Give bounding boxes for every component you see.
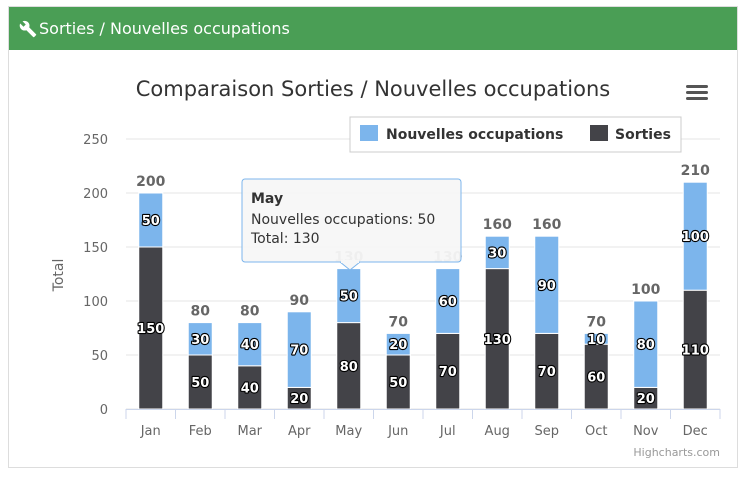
total-label: 80 — [191, 304, 211, 320]
data-label-sorties: 20 — [637, 392, 655, 407]
data-label-sorties: 50 — [389, 376, 407, 391]
total-label: 100 — [631, 282, 660, 298]
x-tick-label: Aug — [485, 424, 510, 439]
total-label: 70 — [587, 314, 607, 330]
bar-nouvelles-occupations[interactable] — [336, 268, 362, 324]
bar-sorties[interactable] — [682, 289, 708, 410]
data-label-nouvelles-occupations: 20 — [389, 338, 407, 353]
chart-panel: Sorties / Nouvelles occupations — [8, 6, 738, 468]
total-label: 80 — [240, 304, 260, 320]
x-tick-label: Jun — [387, 424, 408, 439]
y-tick-label: 50 — [91, 349, 108, 364]
chart-title: Comparaison Sorties / Nouvelles occupati… — [136, 77, 610, 101]
data-label-nouvelles-occupations: 30 — [488, 246, 506, 261]
y-tick-label: 0 — [100, 403, 108, 418]
data-label-sorties: 110 — [682, 344, 709, 359]
y-tick-label: 200 — [83, 187, 108, 202]
x-tick-label: Feb — [189, 424, 212, 439]
bar-nouvelles-occupations[interactable] — [286, 311, 312, 388]
data-label-sorties: 50 — [191, 376, 209, 391]
data-label-nouvelles-occupations: 40 — [241, 338, 259, 353]
bar-nouvelles-occupations[interactable] — [237, 322, 263, 367]
x-tick-label: Sep — [534, 424, 559, 439]
data-label-nouvelles-occupations: 100 — [682, 230, 709, 245]
bar-nouvelles-occupations[interactable] — [633, 300, 659, 388]
bar-nouvelles-occupations[interactable] — [138, 192, 164, 248]
bar-nouvelles-occupations[interactable] — [187, 322, 213, 356]
data-labels: 150 50 200 50 30 80 40 40 80 20 70 90 80 50 130 50 20 70 7… — [136, 163, 710, 408]
bar-sorties[interactable] — [336, 322, 362, 410]
total-label: 160 — [532, 217, 561, 233]
data-label-sorties: 40 — [241, 381, 259, 396]
tooltip: May Nouvelles occupations: 50 Total: 130 — [241, 178, 462, 271]
y-tick-label: 150 — [83, 241, 108, 256]
data-label-sorties: 70 — [538, 365, 556, 380]
data-label-sorties: 20 — [290, 392, 308, 407]
total-label: 70 — [389, 314, 409, 330]
data-label-nouvelles-occupations: 90 — [538, 279, 556, 294]
hamburger-menu-icon[interactable] — [684, 82, 708, 104]
bar-nouvelles-occupations[interactable] — [435, 268, 461, 334]
tooltip-category: May — [251, 191, 283, 207]
panel-title: Sorties / Nouvelles occupations — [39, 19, 290, 38]
data-label-nouvelles-occupations: 50 — [142, 214, 160, 229]
data-label-nouvelles-occupations: 10 — [587, 333, 605, 348]
y-tick-label: 100 — [83, 295, 108, 310]
x-tick-label: Nov — [633, 424, 659, 439]
bars — [138, 181, 708, 410]
wrench-icon — [19, 20, 37, 38]
bar-nouvelles-occupations[interactable] — [583, 332, 609, 345]
credits-link[interactable]: Highcharts.com — [633, 446, 720, 459]
x-tick-label: Jul — [439, 424, 456, 439]
data-label-nouvelles-occupations: 60 — [439, 295, 457, 310]
bar-nouvelles-occupations[interactable] — [385, 332, 411, 356]
y-axis-ticks: 0 50 100 150 200 250 — [83, 133, 108, 418]
bar-nouvelles-occupations[interactable] — [682, 181, 708, 291]
bar-sorties[interactable] — [534, 332, 560, 410]
data-label-sorties: 150 — [137, 322, 164, 337]
tooltip-line-series: Nouvelles occupations: 50 — [251, 212, 435, 228]
total-label: 90 — [290, 293, 310, 309]
data-label-nouvelles-occupations: 80 — [637, 338, 655, 353]
legend-item-nouvelles-occupations[interactable]: Nouvelles occupations — [360, 125, 563, 143]
data-label-sorties: 80 — [340, 360, 358, 375]
panel-header: Sorties / Nouvelles occupations — [9, 7, 737, 50]
bar-sorties[interactable] — [583, 343, 609, 410]
total-label: 160 — [483, 217, 512, 233]
bar-nouvelles-occupations[interactable] — [534, 235, 560, 334]
data-label-nouvelles-occupations: 50 — [340, 290, 358, 305]
legend-item-sorties[interactable]: Sorties — [590, 125, 671, 143]
x-tick-label: Apr — [288, 424, 311, 439]
data-label-sorties: 130 — [484, 333, 511, 348]
x-tick-label: Dec — [683, 424, 708, 439]
svg-text:Nouvelles occupations: Nouvelles occupations — [386, 127, 563, 143]
x-tick-label: Oct — [585, 424, 607, 439]
x-axis: Jan Feb Mar Apr May Jun Jul Aug Sep Oct Nov Dec — [125, 409, 721, 439]
y-axis-label: Total — [51, 259, 67, 293]
data-label-sorties: 60 — [587, 371, 605, 386]
tooltip-line-total: Total: 130 — [250, 231, 320, 247]
svg-text:Sorties: Sorties — [615, 127, 671, 143]
data-label-nouvelles-occupations: 30 — [191, 333, 209, 348]
bar-sorties[interactable] — [435, 332, 461, 410]
total-label: 210 — [681, 163, 710, 179]
x-tick-label: Mar — [237, 424, 262, 439]
bar-nouvelles-occupations[interactable] — [484, 235, 510, 270]
total-label: 200 — [136, 174, 165, 190]
y-tick-label: 250 — [83, 133, 108, 148]
stacked-bar-chart: Comparaison Sorties / Nouvelles occupati… — [51, 77, 721, 459]
x-tick-label: Jan — [140, 424, 161, 439]
data-label-sorties: 70 — [439, 365, 457, 380]
data-label-nouvelles-occupations: 70 — [290, 344, 308, 359]
x-tick-label: May — [335, 424, 362, 439]
legend: Nouvelles occupations Sorties — [349, 116, 682, 153]
